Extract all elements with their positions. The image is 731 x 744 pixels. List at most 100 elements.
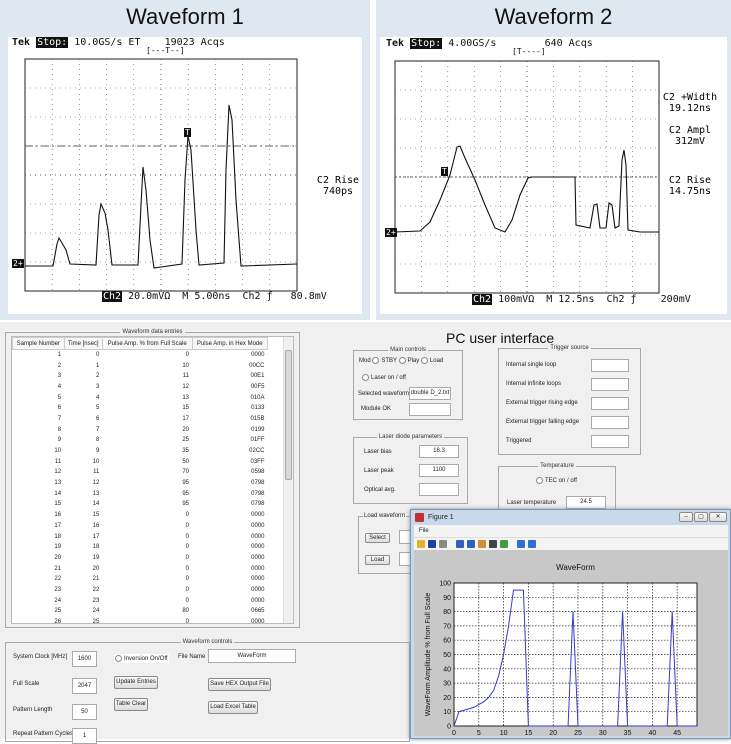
table-row[interactable]: 18 17 0 0000: [13, 531, 268, 542]
selected-waveform-input[interactable]: double D_2.txt: [409, 387, 451, 400]
table-cell[interactable]: 0000: [251, 544, 265, 551]
table-cell[interactable]: 010A: [250, 394, 265, 401]
table-row[interactable]: 1 0 0 0000: [13, 350, 268, 361]
file-name-input[interactable]: WaveForm: [208, 649, 296, 663]
table-cell[interactable]: 8: [95, 437, 100, 444]
table-cell[interactable]: 0133: [251, 405, 265, 412]
save-hex-button[interactable]: Save HEX Output File: [208, 678, 271, 691]
table-cell[interactable]: 18: [54, 533, 62, 540]
legend-icon[interactable]: [528, 540, 536, 548]
repeat-input[interactable]: 1: [72, 728, 97, 744]
maximize-button[interactable]: ▢: [694, 512, 708, 522]
table-cell[interactable]: 0: [185, 619, 189, 624]
table-cell[interactable]: 0665: [251, 608, 265, 615]
table-cell[interactable]: 11: [54, 458, 62, 465]
table-cell[interactable]: 22: [54, 576, 62, 583]
pattern-length-input[interactable]: 50: [72, 704, 97, 720]
table-cell[interactable]: 16: [92, 522, 100, 529]
table-cell[interactable]: 0: [185, 512, 189, 519]
table-cell[interactable]: 12: [92, 480, 100, 487]
table-row[interactable]: 19 18 0 0000: [13, 542, 268, 553]
table-row[interactable]: 8 7 20 0199: [13, 424, 268, 435]
laser-bias-input[interactable]: 18.3: [419, 445, 459, 458]
table-cell[interactable]: 21: [92, 576, 100, 583]
table-cell[interactable]: 13: [182, 394, 189, 401]
table-cell[interactable]: 0598: [251, 469, 265, 476]
table-cell[interactable]: 13: [92, 490, 100, 497]
mode-stby-radio[interactable]: STBY: [372, 357, 397, 364]
table-cell[interactable]: 80: [182, 608, 189, 615]
table-row[interactable]: 15 14 95 0798: [13, 499, 268, 510]
table-cell[interactable]: 22: [92, 586, 100, 593]
print-icon[interactable]: [439, 540, 447, 548]
table-cell[interactable]: 25: [182, 437, 189, 444]
table-cell[interactable]: 16: [54, 512, 62, 519]
data-cursor-icon[interactable]: [500, 540, 508, 548]
table-cell[interactable]: 13: [54, 480, 62, 487]
mode-load-radio[interactable]: Load: [420, 357, 443, 364]
table-cell[interactable]: 2: [95, 373, 100, 380]
table-row[interactable]: 26 25 0 0000: [13, 617, 268, 624]
table-cell[interactable]: 10: [92, 458, 100, 465]
table-cell[interactable]: 03FF: [250, 458, 265, 465]
laser-peak-input[interactable]: 1100: [419, 464, 459, 477]
table-row[interactable]: 24 23 0 0000: [13, 595, 268, 606]
table-row[interactable]: 20 19 0 0000: [13, 553, 268, 564]
table-cell[interactable]: 19: [92, 554, 100, 561]
minimize-button[interactable]: –: [679, 512, 693, 522]
table-cell[interactable]: 0000: [251, 576, 265, 583]
table-cell[interactable]: 5: [57, 394, 62, 401]
table-cell[interactable]: 4: [57, 383, 62, 390]
table-cell[interactable]: 0: [185, 586, 189, 593]
save-icon[interactable]: [428, 540, 436, 548]
table-row[interactable]: 12 11 70 0598: [13, 467, 268, 478]
table-cell[interactable]: 0: [95, 352, 100, 359]
table-row[interactable]: 6 5 15 0133: [13, 403, 268, 414]
table-cell[interactable]: 24: [92, 608, 100, 615]
table-cell[interactable]: 20: [182, 426, 189, 433]
table-cell[interactable]: 3: [57, 373, 62, 380]
table-cell[interactable]: 26: [54, 619, 62, 624]
table-cell[interactable]: 0: [185, 565, 189, 572]
table-cell[interactable]: 11: [182, 373, 189, 380]
table-row[interactable]: 23 22 0 0000: [13, 585, 268, 596]
table-cell[interactable]: 1: [57, 352, 62, 359]
table-cell[interactable]: 0000: [251, 586, 265, 593]
table-cell[interactable]: 02CC: [249, 448, 265, 455]
load-excel-button[interactable]: Load Excel Table: [208, 701, 258, 714]
table-cell[interactable]: 25: [54, 608, 62, 615]
select-button[interactable]: Select: [365, 533, 390, 543]
table-cell[interactable]: 15: [54, 501, 62, 508]
table-cell[interactable]: 50: [182, 458, 189, 465]
table-cell[interactable]: 0199: [251, 426, 265, 433]
column-header[interactable]: Time [nsec]: [63, 337, 103, 350]
table-cell[interactable]: 0000: [251, 565, 265, 572]
table-cell[interactable]: 18: [92, 544, 100, 551]
table-row[interactable]: 13 12 95 0798: [13, 478, 268, 489]
table-cell[interactable]: 6: [95, 415, 100, 422]
table-row[interactable]: 4 3 12 00F5: [13, 382, 268, 393]
column-header[interactable]: Pulse Amp. in Hex Mode: [191, 337, 268, 350]
table-cell[interactable]: 015B: [250, 415, 265, 422]
table-clear-button[interactable]: Table Clear: [114, 698, 148, 711]
scrollbar-thumb[interactable]: [285, 350, 292, 480]
rotate-icon[interactable]: [489, 540, 497, 548]
column-header[interactable]: Pulse Amp. % from Full Scale: [101, 337, 193, 350]
table-cell[interactable]: 95: [182, 490, 189, 497]
table-cell[interactable]: 14: [92, 501, 100, 508]
system-clock-input[interactable]: 1600: [72, 651, 97, 667]
column-header[interactable]: Sample Number: [12, 337, 65, 350]
table-cell[interactable]: 15: [92, 512, 100, 519]
table-cell[interactable]: 14: [54, 490, 62, 497]
table-cell[interactable]: 0798: [251, 501, 265, 508]
table-row[interactable]: 16 15 0 0000: [13, 510, 268, 521]
table-cell[interactable]: 9: [57, 437, 62, 444]
mode-play-radio[interactable]: Play: [398, 357, 419, 364]
colorbar-icon[interactable]: [517, 540, 525, 548]
table-row[interactable]: 2 1 10 00CC: [13, 360, 268, 371]
table-cell[interactable]: 23: [92, 597, 100, 604]
table-cell[interactable]: 0798: [251, 480, 265, 487]
zoom-in-icon[interactable]: [456, 540, 464, 548]
table-row[interactable]: 21 20 0 0000: [13, 563, 268, 574]
table-cell[interactable]: 00E1: [250, 373, 265, 380]
